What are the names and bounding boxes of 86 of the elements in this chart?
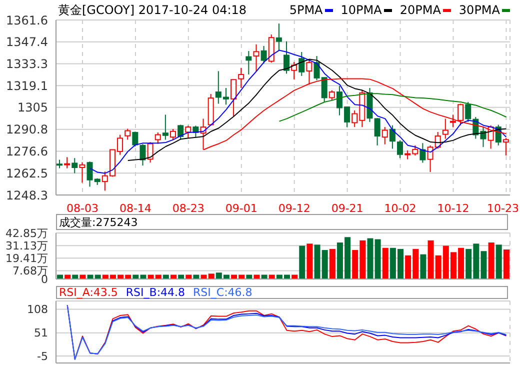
candlestick: [465, 102, 472, 122]
bar: [254, 274, 260, 279]
candlestick: [298, 51, 305, 76]
x-tick-label: 09-21: [331, 202, 364, 215]
candlestick: [328, 90, 335, 101]
bar: [170, 274, 176, 279]
y-tick-label: 1333.3: [6, 56, 48, 71]
candlestick: [458, 103, 464, 126]
bar: [57, 274, 63, 279]
bar: [80, 274, 86, 279]
y-tick-label: 19.41万: [6, 252, 48, 266]
bar: [193, 274, 200, 279]
chart-title: 成交量:275243: [59, 214, 138, 230]
candlestick: [72, 158, 78, 174]
y-tick-label: 1347.4: [6, 35, 48, 50]
bar: [306, 244, 313, 279]
chart-title: 黄金[GCOOY] 2017-10-24 04:18: [58, 2, 247, 18]
bar: [488, 242, 494, 279]
bar: [162, 274, 169, 279]
bar: [496, 244, 502, 279]
y-tick-label: 108: [27, 303, 48, 316]
x-tick-label: 10-23: [487, 202, 519, 215]
legend-label: 20PMA: [400, 3, 442, 17]
legend-label: 5PMA: [289, 3, 324, 17]
bar: [178, 274, 184, 279]
candlestick: [246, 50, 252, 76]
y-tick-label: 1319.1: [6, 78, 48, 93]
y-tick-label: 1248.3: [6, 188, 48, 202]
candlestick: [397, 140, 403, 159]
bar: [299, 246, 306, 279]
candlestick: [185, 125, 192, 139]
bar: [246, 274, 252, 279]
series-label: RSI_B:44.8: [126, 286, 186, 299]
y-tick-label: 1276.6: [6, 144, 48, 159]
bar: [268, 274, 275, 279]
candlestick: [276, 23, 282, 51]
y-tick-label: 1361.6: [6, 13, 48, 28]
candlestick: [502, 138, 509, 156]
y-tick-label: 51: [34, 326, 48, 340]
candlestick: [147, 142, 154, 164]
x-tick-label: 09-01: [225, 202, 258, 215]
y-tick-label: 1262.5: [6, 166, 48, 180]
candlestick: [178, 124, 184, 140]
y-tick-label: 31.13万: [6, 239, 48, 252]
bar: [292, 274, 298, 279]
candlestick: [374, 118, 380, 146]
y-tick-label: 1290.8: [6, 122, 48, 137]
bar: [420, 254, 426, 279]
bar: [382, 248, 388, 279]
x-tick-label: 10-02: [384, 202, 416, 215]
candlestick: [260, 45, 267, 64]
candlestick: [389, 124, 396, 150]
series-label: RSI_C:46.8: [193, 286, 252, 299]
x-tick-label: 10-12: [437, 202, 470, 215]
y-tick-label: 42.85万: [6, 226, 48, 240]
bar: [374, 239, 381, 279]
x-tick-label: 09-12: [278, 202, 310, 215]
bar: [367, 238, 374, 279]
bar: [186, 274, 192, 279]
series-label: RSI_A:43.5: [59, 286, 118, 299]
y-tick-label: -5: [37, 350, 48, 363]
bar: [503, 249, 510, 279]
bar: [329, 248, 336, 279]
candlestick: [284, 40, 290, 74]
bar: [261, 274, 268, 279]
x-tick-label: 08-14: [119, 202, 152, 215]
legend-label: 30PMA: [458, 3, 501, 17]
candlestick: [79, 162, 86, 184]
candlestick: [253, 44, 260, 72]
y-tick-label: 1305: [17, 100, 48, 115]
y-tick-label: 0: [41, 272, 48, 286]
legend-label: 10PMA: [340, 3, 383, 17]
candlestick: [450, 114, 456, 128]
candlestick: [382, 126, 388, 145]
bar: [64, 274, 71, 279]
candlestick: [442, 118, 448, 140]
candlestick: [170, 128, 176, 140]
candlestick: [420, 142, 426, 164]
candlestick: [154, 132, 161, 144]
candlestick: [162, 114, 168, 140]
x-tick-label: 08-23: [172, 202, 204, 215]
candlestick: [268, 34, 274, 64]
candlestick: [124, 128, 131, 140]
bar: [72, 274, 78, 279]
x-tick-label: 08-03: [66, 202, 98, 215]
candlestick: [64, 156, 70, 169]
